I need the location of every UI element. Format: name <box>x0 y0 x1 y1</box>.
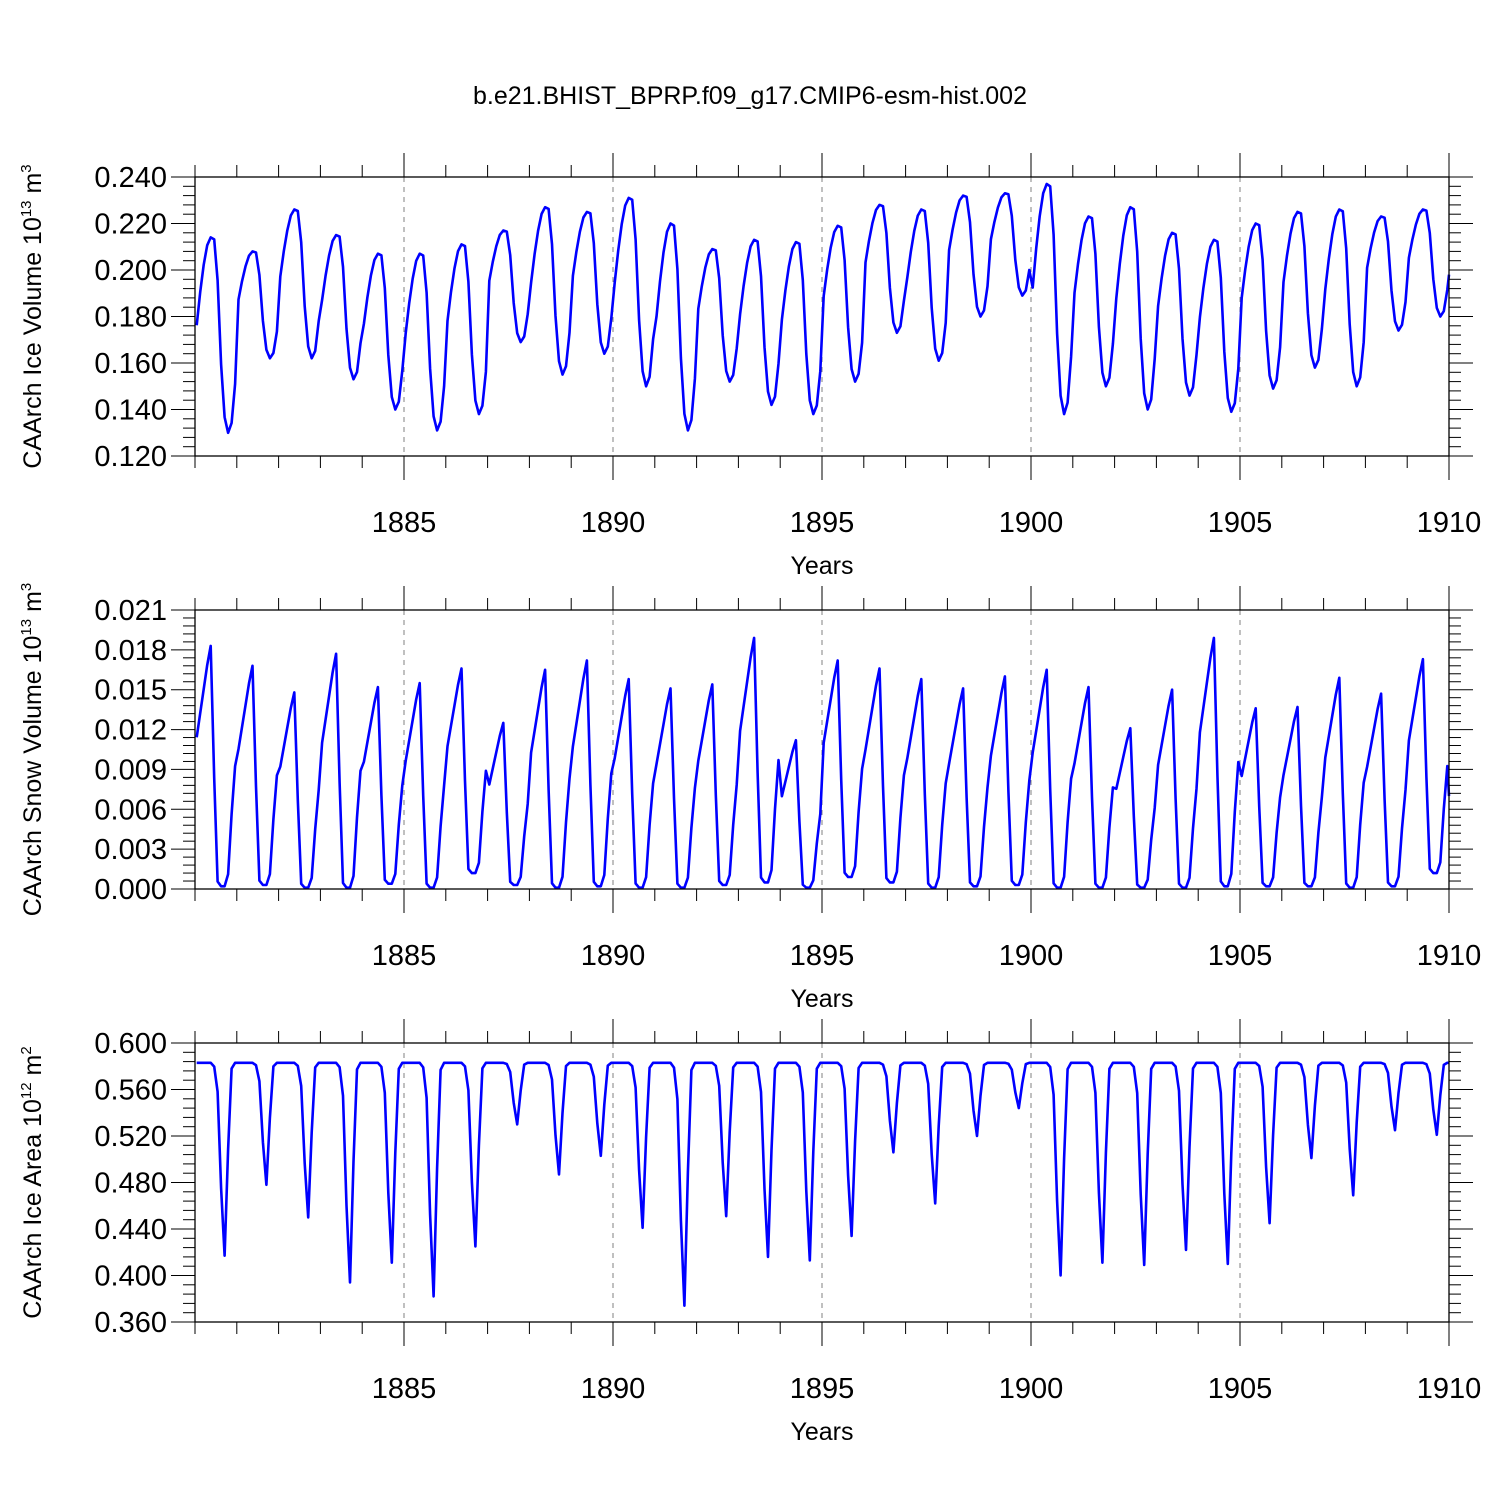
y-tick-label: 0.021 <box>94 595 167 627</box>
x-axis-label: Years <box>790 1418 853 1446</box>
y-tick-label: 0.400 <box>94 1261 167 1293</box>
x-tick-label: 1890 <box>581 1373 646 1405</box>
x-tick-label: 1895 <box>790 507 855 539</box>
y-tick-label: 0.180 <box>94 302 167 334</box>
y-tick-label: 0.560 <box>94 1075 167 1107</box>
y-tick-label: 0.012 <box>94 715 167 747</box>
x-axis-label: Years <box>790 985 853 1013</box>
y-tick-label: 0.360 <box>94 1307 167 1339</box>
x-tick-label: 1910 <box>1417 507 1482 539</box>
y-tick-label: 0.600 <box>94 1028 167 1060</box>
y-tick-label: 0.006 <box>94 794 167 826</box>
x-tick-label: 1900 <box>999 1373 1064 1405</box>
x-tick-label: 1905 <box>1208 1373 1273 1405</box>
x-tick-label: 1885 <box>372 507 437 539</box>
y-tick-label: 0.120 <box>94 441 167 473</box>
x-tick-label: 1885 <box>372 1373 437 1405</box>
x-tick-label: 1905 <box>1208 940 1273 972</box>
y-tick-label: 0.200 <box>94 255 167 287</box>
x-tick-label: 1900 <box>999 507 1064 539</box>
ice-volume-panel: 1885 1890 1895 1900 1905 1910 0.120 0.140 0.160 0… <box>18 153 1481 580</box>
x-tick-label: 1910 <box>1417 940 1482 972</box>
figure-title: b.e21.BHIST_BPRP.f09_g17.CMIP6-esm-hist.… <box>473 82 1027 110</box>
y-axis-label: CAArch Ice Volume 1013 m3 <box>18 164 47 468</box>
data-series-line <box>196 1061 1449 1307</box>
x-tick-label: 1895 <box>790 940 855 972</box>
x-tick-label: 1905 <box>1208 507 1273 539</box>
x-tick-label: 1895 <box>790 1373 855 1405</box>
x-tick-label: 1910 <box>1417 1373 1482 1405</box>
x-tick-label: 1890 <box>581 940 646 972</box>
x-tick-label: 1900 <box>999 940 1064 972</box>
y-tick-label: 0.140 <box>94 395 167 427</box>
y-tick-label: 0.440 <box>94 1214 167 1246</box>
y-tick-label: 0.160 <box>94 348 167 380</box>
y-axis-label: CAArch Ice Area 1012 m2 <box>18 1046 47 1318</box>
x-tick-label: 1890 <box>581 507 646 539</box>
y-tick-label: 0.220 <box>94 209 167 241</box>
snow-volume-panel: 1885 1890 1895 1900 1905 1910 0.000 0.003 0.006 0… <box>18 583 1481 1013</box>
y-tick-label: 0.480 <box>94 1168 167 1200</box>
ice-area-panel: 1885 1890 1895 1900 1905 1910 0.360 0.400 0.440 0… <box>18 1019 1481 1446</box>
x-tick-label: 1885 <box>372 940 437 972</box>
y-tick-label: 0.520 <box>94 1121 167 1153</box>
data-series-line <box>195 182 1451 435</box>
y-tick-label: 0.018 <box>94 635 167 667</box>
y-tick-label: 0.003 <box>94 834 167 866</box>
y-tick-label: 0.000 <box>94 874 167 906</box>
y-axis-label: CAArch Snow Volume 1013 m3 <box>18 583 47 917</box>
y-tick-label: 0.240 <box>94 162 167 194</box>
data-series-line <box>195 636 1451 890</box>
y-tick-label: 0.015 <box>94 675 167 707</box>
y-tick-label: 0.009 <box>94 754 167 786</box>
x-axis-label: Years <box>790 552 853 580</box>
